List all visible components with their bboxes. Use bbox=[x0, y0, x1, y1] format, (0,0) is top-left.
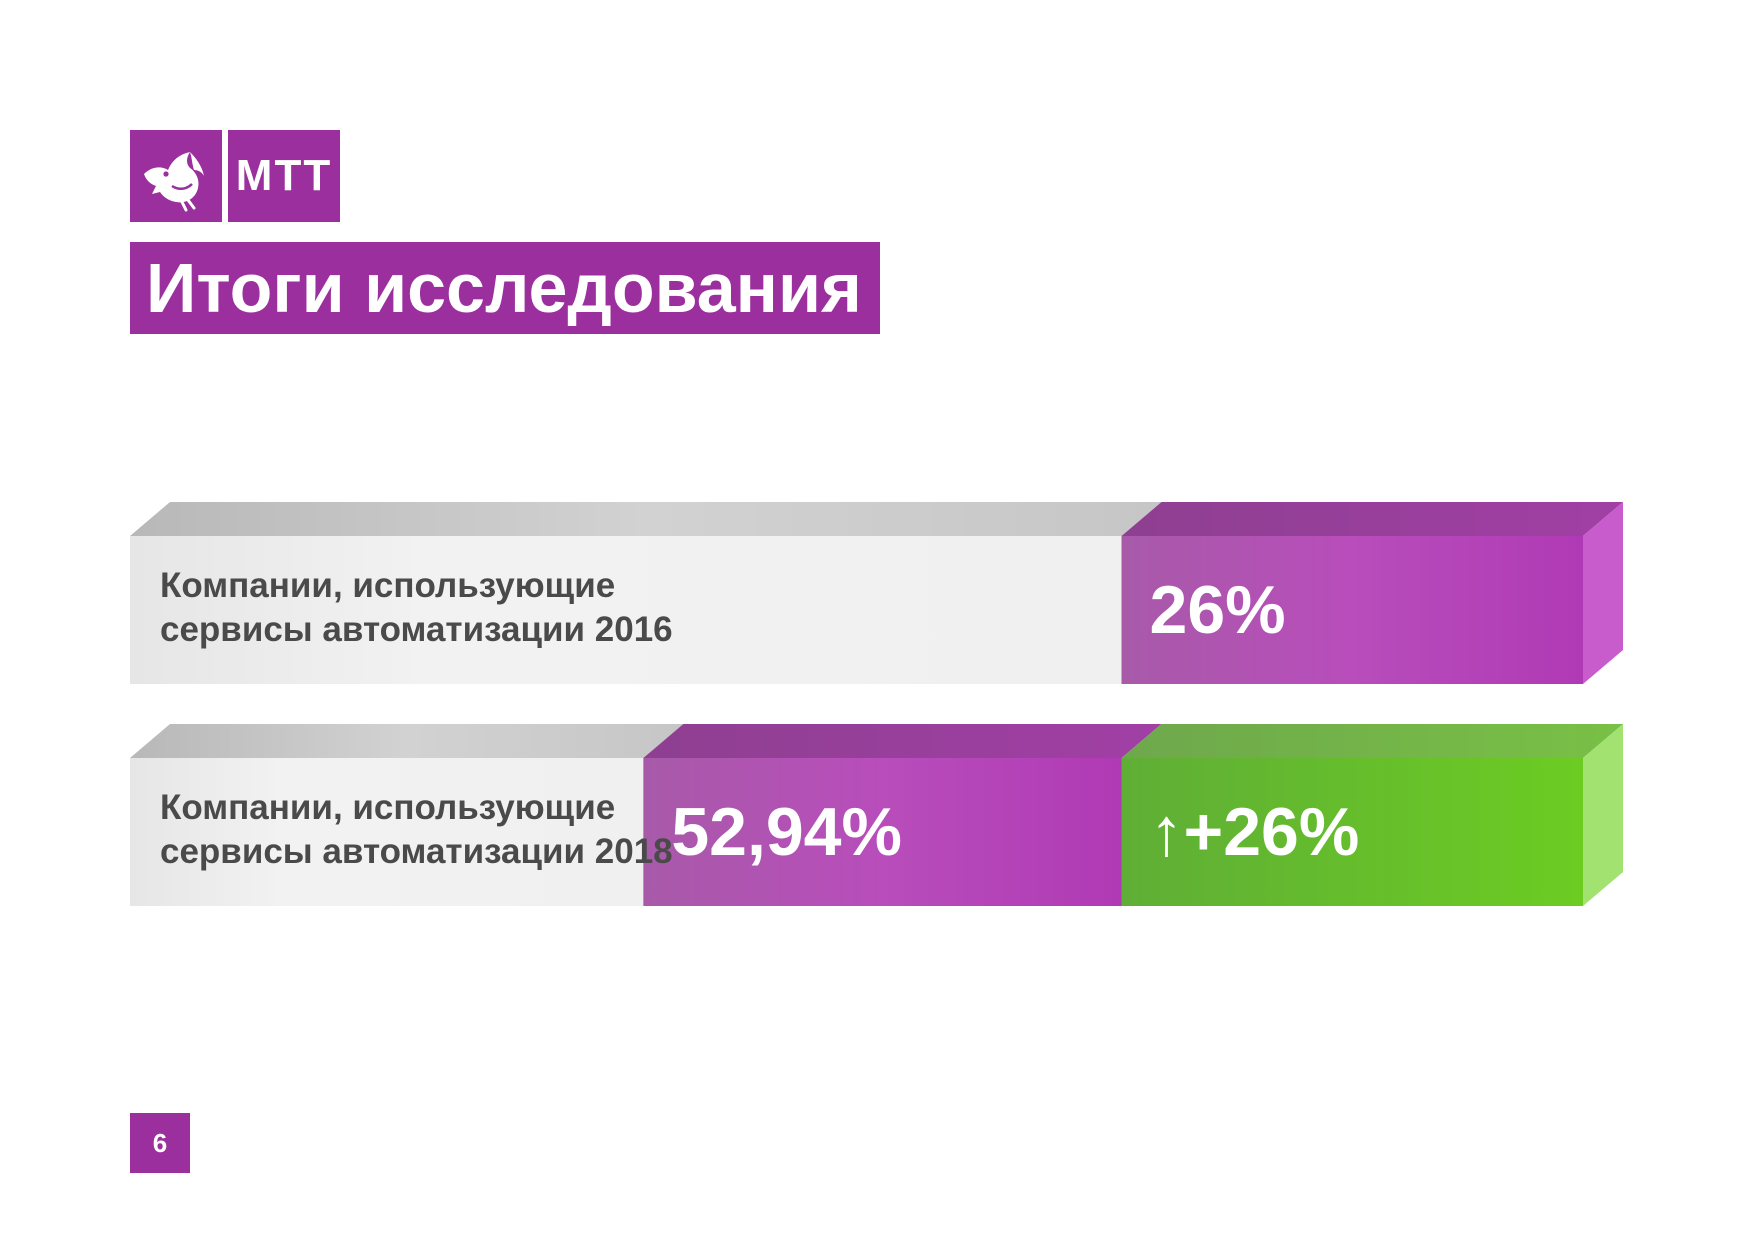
value-label-2016-0: 26% bbox=[1149, 572, 1286, 648]
bar-track-top-2016 bbox=[130, 502, 1162, 536]
row-label-2016: Компании, использующие сервисы автоматиза… bbox=[160, 564, 673, 652]
value-label-2018-0: 52,94% bbox=[671, 794, 902, 870]
row-label-line: сервисы автоматизации 2018 bbox=[160, 832, 673, 871]
bar-track-top-2018 bbox=[130, 724, 684, 758]
bar-segment-2016-0 bbox=[1121, 536, 1583, 684]
bar-side-2016 bbox=[1583, 502, 1623, 684]
bar-side-2018 bbox=[1583, 724, 1623, 906]
row-label-line: Компании, использующие bbox=[160, 566, 616, 605]
value-label-2018-1: ↑+26% bbox=[1149, 794, 1360, 870]
page-number: 6 bbox=[130, 1113, 190, 1173]
bar-segment-top-2016-0 bbox=[1121, 502, 1623, 536]
bar-segment-2018-1 bbox=[1121, 758, 1583, 906]
bar-track-2016 bbox=[130, 536, 1122, 684]
logo: МТТ bbox=[130, 130, 340, 222]
bar-segment-top-2018-1 bbox=[1121, 724, 1623, 758]
row-label-line: сервисы автоматизации 2016 bbox=[160, 610, 673, 649]
page-title: Итоги исследования bbox=[130, 242, 880, 334]
bar-track-2018 bbox=[130, 758, 644, 906]
bar-segment-top-2018-0 bbox=[643, 724, 1162, 758]
bird-icon bbox=[130, 130, 222, 222]
row-label-2018: Компании, использующие сервисы автоматиза… bbox=[160, 786, 673, 874]
bar-segment-2018-0 bbox=[643, 758, 1122, 906]
row-label-line: Компании, использующие bbox=[160, 788, 616, 827]
logo-text: МТТ bbox=[228, 130, 340, 222]
